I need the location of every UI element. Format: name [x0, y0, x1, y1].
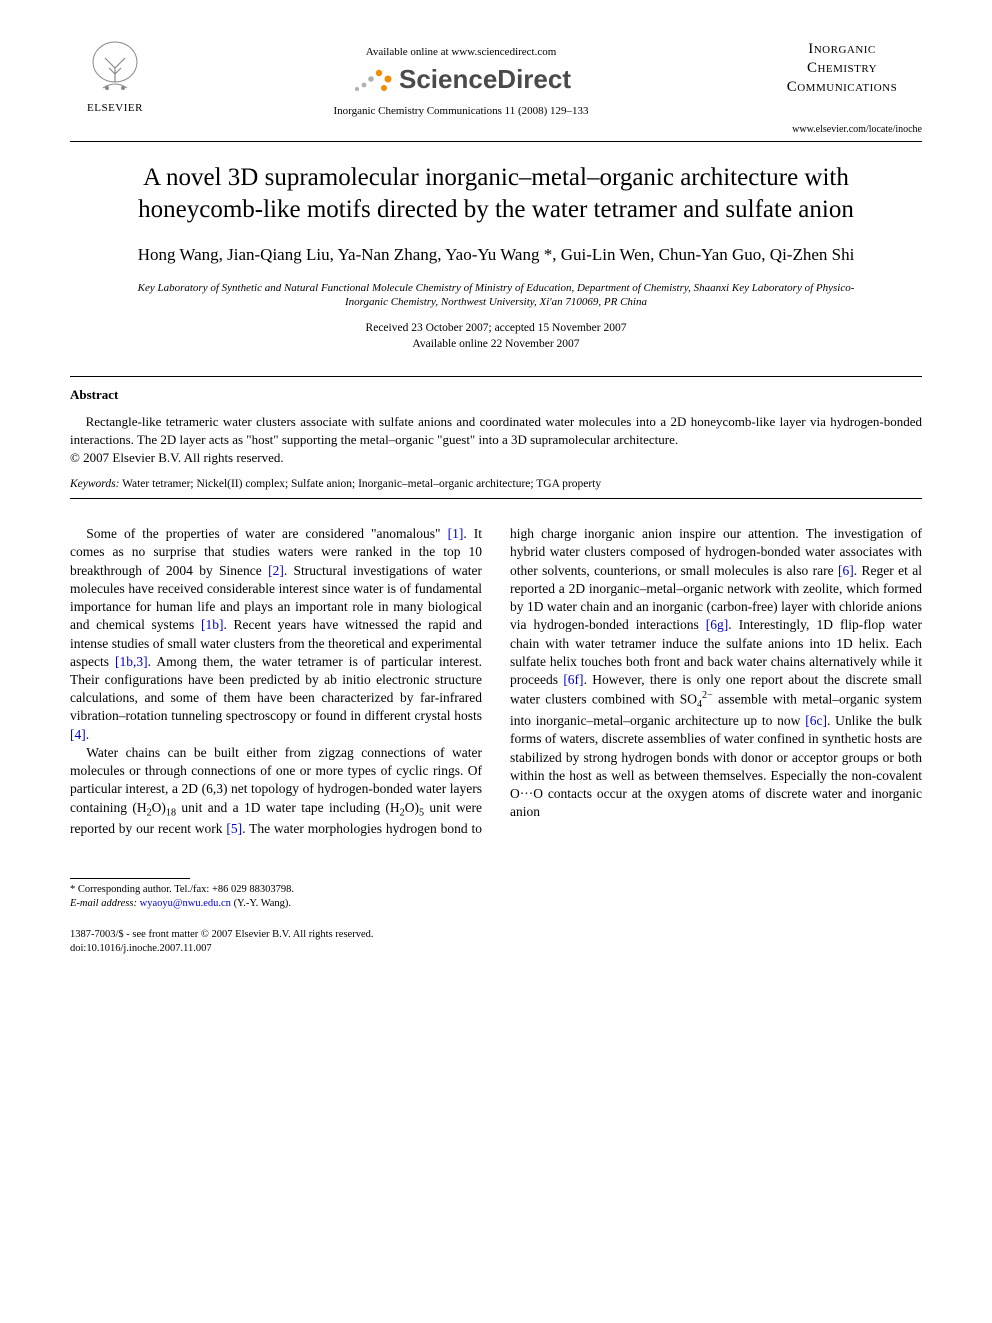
- center-header: Available online at www.sciencedirect.co…: [160, 40, 762, 117]
- journal-name-line3: Communications: [762, 78, 922, 97]
- ref-link[interactable]: [4]: [70, 727, 86, 742]
- ref-link[interactable]: [6f]: [563, 672, 583, 687]
- sciencedirect-text: ScienceDirect: [399, 64, 571, 95]
- email-label: E-mail address:: [70, 898, 137, 909]
- abstract-rule-top: [70, 376, 922, 377]
- journal-title-box: Inorganic Chemistry Communications www.e…: [762, 40, 922, 135]
- available-online-date: Available online 22 November 2007: [70, 337, 922, 353]
- received-date: Received 23 October 2007; accepted 15 No…: [70, 321, 922, 337]
- sciencedirect-dots-icon: [351, 65, 393, 95]
- corresponding-line: * Corresponding author. Tel./fax: +86 02…: [70, 883, 922, 897]
- abstract-text: Rectangle-like tetrameric water clusters…: [70, 413, 922, 448]
- ref-link[interactable]: [1b,3]: [115, 654, 148, 669]
- keywords-text: Water tetramer; Nickel(II) complex; Sulf…: [122, 478, 601, 490]
- journal-url: www.elsevier.com/locate/inoche: [762, 124, 922, 135]
- keywords: Keywords: Water tetramer; Nickel(II) com…: [70, 478, 922, 490]
- body-columns: Some of the properties of water are cons…: [70, 525, 922, 838]
- ref-link[interactable]: [1b]: [201, 617, 224, 632]
- header-rule: [70, 141, 922, 142]
- email-link[interactable]: wyaoyu@nwu.edu.cn: [140, 898, 231, 909]
- sciencedirect-logo: ScienceDirect: [160, 64, 762, 95]
- ref-link[interactable]: [6]: [838, 563, 854, 578]
- ref-link[interactable]: [6g]: [706, 617, 729, 632]
- page-header: ELSEVIER Available online at www.science…: [70, 40, 922, 135]
- abstract-heading: Abstract: [70, 387, 922, 403]
- journal-name-line1: Inorganic: [762, 40, 922, 59]
- authors: Hong Wang, Jian-Qiang Liu, Ya-Nan Zhang,…: [70, 243, 922, 267]
- ref-link[interactable]: [6c]: [805, 713, 827, 728]
- article-title: A novel 3D supramolecular inorganic–meta…: [130, 162, 862, 225]
- abstract-copyright: © 2007 Elsevier B.V. All rights reserved…: [70, 450, 922, 466]
- front-matter-line: 1387-7003/$ - see front matter © 2007 El…: [70, 928, 922, 942]
- doi-line: doi:10.1016/j.inoche.2007.11.007: [70, 942, 922, 956]
- available-online-text: Available online at www.sciencedirect.co…: [160, 46, 762, 58]
- journal-reference: Inorganic Chemistry Communications 11 (2…: [160, 105, 762, 117]
- email-who: (Y.-Y. Wang).: [234, 898, 292, 909]
- elsevier-logo-block: ELSEVIER: [70, 40, 160, 114]
- affiliation: Key Laboratory of Synthetic and Natural …: [120, 281, 872, 310]
- ref-link[interactable]: [5]: [226, 821, 242, 836]
- footnote-rule: [70, 878, 190, 879]
- keywords-label: Keywords:: [70, 478, 119, 490]
- elsevier-tree-icon: [85, 40, 145, 100]
- ref-link[interactable]: [1]: [448, 526, 464, 541]
- abstract-rule-bottom: [70, 498, 922, 499]
- ref-link[interactable]: [2]: [268, 563, 284, 578]
- elsevier-label: ELSEVIER: [87, 102, 143, 114]
- corresponding-author-footnote: * Corresponding author. Tel./fax: +86 02…: [70, 883, 922, 910]
- journal-name-line2: Chemistry: [762, 59, 922, 78]
- page-footer: 1387-7003/$ - see front matter © 2007 El…: [70, 928, 922, 955]
- email-line: E-mail address: wyaoyu@nwu.edu.cn (Y.-Y.…: [70, 897, 922, 911]
- article-dates: Received 23 October 2007; accepted 15 No…: [70, 321, 922, 352]
- body-paragraph-1: Some of the properties of water are cons…: [70, 525, 482, 744]
